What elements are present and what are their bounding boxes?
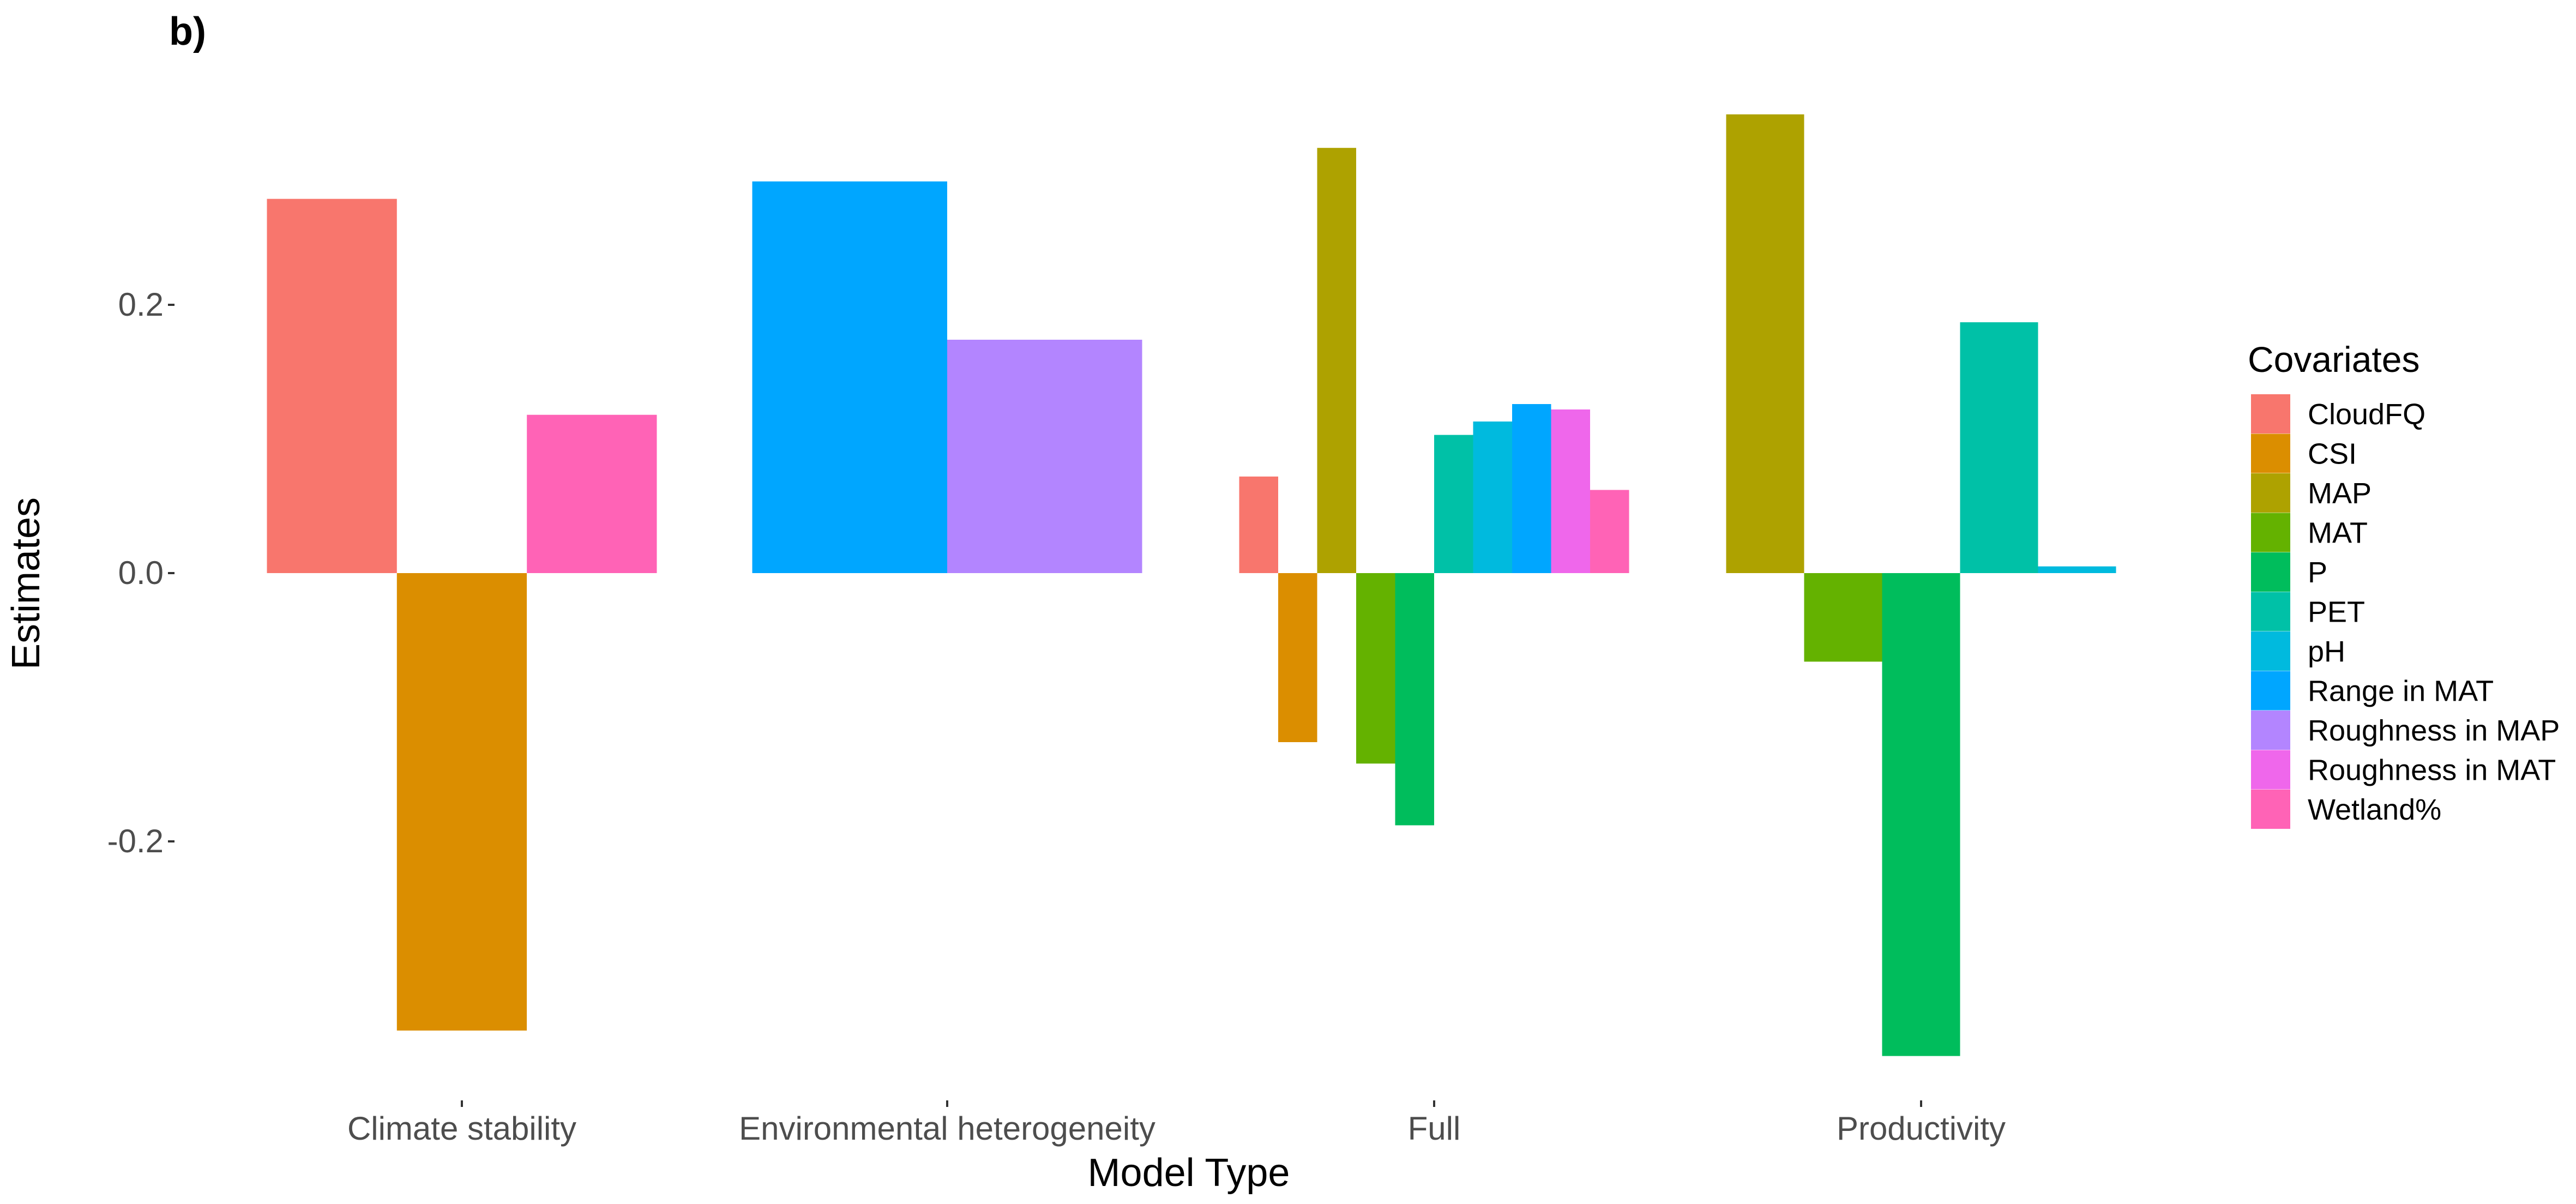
bar-productivity-map	[1726, 114, 1804, 573]
bar-productivity-p	[1882, 573, 1960, 1056]
legend-swatch	[2251, 790, 2290, 829]
bar-full-range-in-mat	[1512, 404, 1551, 573]
y-axis-title: Estimates	[4, 497, 48, 670]
bar-environmental-heterogeneity-range-in-mat	[752, 181, 947, 573]
bar-productivity-pet	[1960, 322, 2038, 573]
panel-label: b)	[169, 10, 206, 53]
bar-climate-stability-cloudfq	[267, 198, 397, 573]
bar-full-ph	[1473, 422, 1512, 573]
legend-label: pH	[2308, 635, 2345, 668]
legend-swatch	[2251, 592, 2290, 631]
legend-label: CSI	[2308, 438, 2357, 471]
bar-full-roughness-in-mat	[1551, 409, 1590, 573]
legend-title: Covariates	[2248, 339, 2419, 380]
legend-items: CloudFQ CSI MAP MAT P PET pH Range in MAT Roughn…	[2251, 394, 2560, 829]
bar-climate-stability-wetland-	[527, 414, 657, 573]
bar-full-pet	[1434, 435, 1473, 573]
legend-swatch	[2251, 552, 2290, 592]
bar-environmental-heterogeneity-roughness-in-map	[947, 340, 1142, 573]
legend-swatch	[2251, 671, 2290, 711]
bars-layer	[267, 114, 2116, 1056]
bar-full-cloudfq	[1239, 476, 1278, 573]
bar-climate-stability-csi	[396, 573, 527, 1031]
legend-swatch	[2251, 631, 2290, 671]
bar-productivity-mat	[1804, 573, 1882, 662]
x-axis: Climate stability Environmental heterogen…	[347, 1100, 2006, 1147]
legend-swatch	[2251, 473, 2290, 513]
legend-label: Range in MAT	[2308, 675, 2494, 708]
bar-productivity-ph	[2038, 566, 2116, 573]
legend-label: PET	[2308, 596, 2365, 629]
legend-label: CloudFQ	[2308, 398, 2425, 431]
x-tick-label: Climate stability	[347, 1110, 576, 1147]
legend-swatch	[2251, 394, 2290, 434]
legend-label: MAP	[2308, 477, 2372, 510]
bar-full-csi	[1278, 573, 1317, 742]
legend-label: MAT	[2308, 517, 2368, 550]
legend-swatch	[2251, 711, 2290, 750]
legend-label: Wetland%	[2308, 793, 2441, 826]
y-tick-label: 0.2	[118, 286, 164, 323]
y-tick-label: 0.0	[118, 555, 164, 591]
y-tick-label: -0.2	[107, 823, 164, 859]
legend-swatch	[2251, 513, 2290, 552]
legend-label: Roughness in MAT	[2308, 754, 2556, 787]
bar-full-map	[1317, 148, 1356, 573]
x-tick-label: Environmental heterogeneity	[739, 1110, 1155, 1147]
x-axis-title: Model Type	[1088, 1151, 1290, 1195]
x-tick-label: Full	[1408, 1110, 1461, 1147]
legend: Covariates CloudFQ CSI MAP MAT P PET pH Range i…	[2248, 339, 2560, 829]
bar-full-mat	[1356, 573, 1395, 764]
legend-label: P	[2308, 556, 2327, 589]
legend-swatch	[2251, 750, 2290, 790]
legend-swatch	[2251, 434, 2290, 473]
x-tick-label: Productivity	[1837, 1110, 2006, 1147]
legend-label: Roughness in MAP	[2308, 714, 2560, 747]
y-axis: 0.2 0.0 -0.2	[107, 286, 174, 859]
bar-full-p	[1395, 573, 1434, 826]
bar-full-wetland-	[1590, 490, 1629, 573]
